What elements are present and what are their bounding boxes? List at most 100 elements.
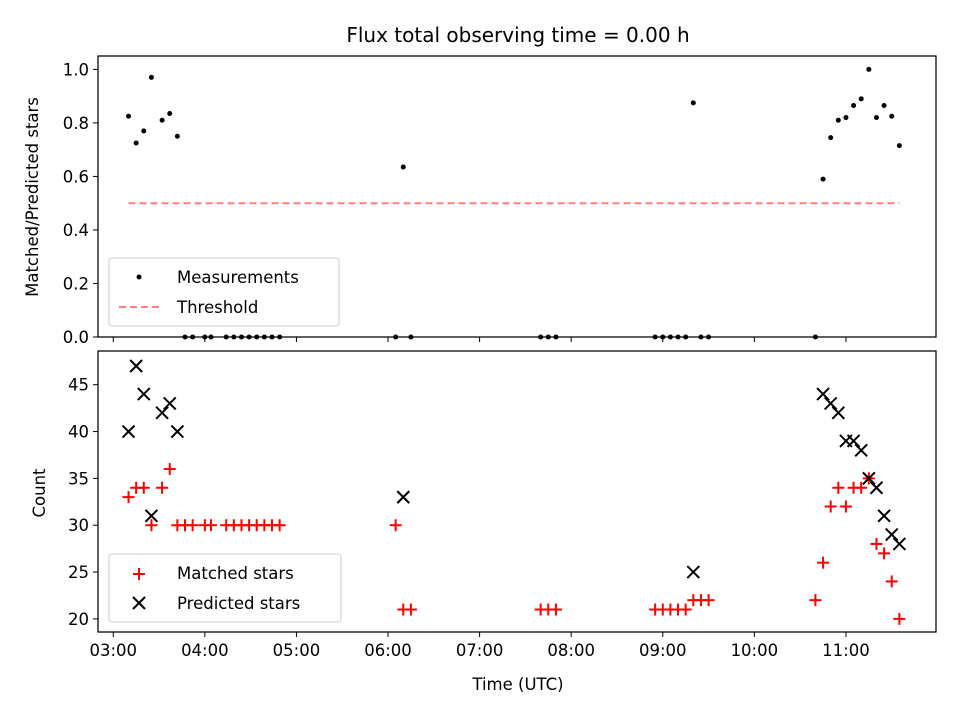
measurement-point: [133, 140, 139, 146]
top-panel: 0.0 0.2 0.4 0.6 0.8 1.0 Matched/Predicted sta…: [23, 55, 937, 347]
predicted-star-point: [129, 359, 143, 373]
legend-label-matched: Matched stars: [177, 564, 294, 583]
top-y-tick-label: 0.2: [63, 274, 89, 293]
predicted-star-point: [163, 396, 177, 411]
matched-star-point: [679, 603, 692, 616]
bottom-y-tick-label: 40: [68, 423, 89, 442]
predicted-star-point: [170, 424, 185, 439]
top-y-tick-label: 0.4: [63, 221, 89, 240]
measurement-point: [174, 133, 180, 139]
measurement-point: [873, 115, 879, 121]
predicted-star-point: [816, 387, 830, 401]
measurement-point: [881, 103, 887, 109]
bottom-panel: 20 25 30 35 40 45 03:00 04:00 05:00 06:00 07:00 08…: [30, 350, 937, 694]
legend-label-threshold: Threshold: [176, 298, 258, 317]
matched-star-point: [145, 519, 158, 532]
predicted-star-point: [869, 481, 884, 495]
legend-marker-matched: [133, 568, 145, 580]
bottom-x-ticks: 03:00 04:00 05:00 06:00 07:00 08:00 09:00 10:00…: [89, 632, 870, 660]
measurement-point: [400, 164, 406, 170]
matched-star-point: [824, 500, 837, 513]
bottom-legend-box: [108, 553, 342, 623]
matched-star-point: [404, 603, 417, 616]
bottom-y-ticks: 20 25 30 35 40 45: [68, 376, 98, 629]
matched-star-point: [163, 463, 176, 476]
bottom-y-tick-label: 20: [68, 610, 89, 629]
x-tick-label: 08:00: [547, 641, 595, 660]
measurement-point: [851, 103, 857, 109]
bottom-y-axis-label: Count: [30, 468, 49, 518]
top-y-tick-label: 0.6: [63, 167, 89, 186]
matched-star-point: [878, 547, 891, 560]
legend-marker-measurements: [136, 274, 142, 280]
measurement-point: [141, 128, 147, 134]
matched-star-point: [137, 481, 150, 494]
measurement-point: [690, 100, 696, 106]
measurement-point: [858, 96, 864, 102]
matched-star-point: [122, 491, 135, 504]
predicted-star-point: [854, 443, 868, 457]
measurement-point: [167, 111, 173, 117]
matched-star-point: [839, 500, 852, 513]
matched-star-point: [870, 537, 883, 550]
matched-star-point: [855, 481, 868, 494]
x-tick-label: 05:00: [273, 641, 321, 660]
matched-star-point: [832, 481, 845, 494]
matched-star-point: [885, 575, 898, 588]
predicted-star-point: [862, 471, 876, 486]
top-y-ticks: 0.0 0.2 0.4 0.6 0.8 1.0: [63, 60, 98, 347]
x-tick-label: 10:00: [731, 641, 779, 660]
matched-star-point: [273, 519, 286, 532]
bottom-y-tick-label: 35: [68, 469, 89, 488]
top-axes-frame: [97, 55, 937, 338]
top-legend-box: [108, 257, 340, 327]
matched-star-point: [186, 519, 199, 532]
measurement-point: [835, 117, 841, 123]
top-y-tick-label: 0.8: [63, 114, 89, 133]
measurement-point: [843, 115, 849, 121]
predicted-star-point: [396, 490, 410, 504]
matched-star-point: [549, 603, 562, 616]
predicted-star-point: [831, 406, 846, 420]
measurement-point: [896, 143, 902, 149]
predicted-star-point: [846, 434, 861, 448]
chart-title: Flux total observing time = 0.00 h: [346, 23, 689, 47]
predicted-star-point: [877, 509, 891, 523]
measurement-point: [820, 176, 826, 182]
predicted-star-point: [155, 406, 169, 420]
matched-star-point: [156, 481, 169, 494]
top-y-tick-label: 1.0: [63, 60, 89, 79]
measurement-point: [159, 117, 165, 123]
measurement-point: [889, 113, 895, 119]
bottom-axes-frame: [97, 350, 937, 633]
predicted-star-point: [823, 396, 838, 411]
top-y-axis-label: Matched/Predicted stars: [23, 97, 42, 297]
matched-star-point: [817, 556, 830, 569]
bottom-y-tick-label: 30: [68, 516, 89, 535]
predicted-star-point: [686, 565, 701, 579]
bottom-plot-area: [121, 359, 907, 625]
bottom-y-tick-label: 45: [68, 376, 89, 395]
predicted-star-point: [885, 527, 899, 542]
x-tick-label: 04:00: [181, 641, 229, 660]
predicted-star-point: [892, 537, 907, 551]
measurement-point: [866, 66, 872, 72]
x-tick-label: 09:00: [639, 641, 687, 660]
predicted-star-point: [144, 509, 159, 523]
bottom-y-tick-label: 25: [68, 563, 89, 582]
legend-marker-predicted: [132, 596, 146, 610]
x-axis-label: Time (UTC): [471, 675, 563, 694]
matched-star-point: [204, 519, 217, 532]
measurement-point: [126, 113, 132, 119]
top-y-tick-label: 0.0: [63, 328, 89, 347]
predicted-star-point: [121, 424, 136, 439]
predicted-star-point: [137, 387, 151, 401]
top-x-ticks: [112, 337, 847, 342]
x-tick-label: 07:00: [456, 641, 504, 660]
matched-star-point: [893, 612, 906, 625]
legend-label-predicted: Predicted stars: [177, 594, 300, 613]
x-tick-label: 03:00: [89, 641, 137, 660]
matched-star-point: [702, 594, 715, 607]
measurement-point: [828, 135, 834, 141]
